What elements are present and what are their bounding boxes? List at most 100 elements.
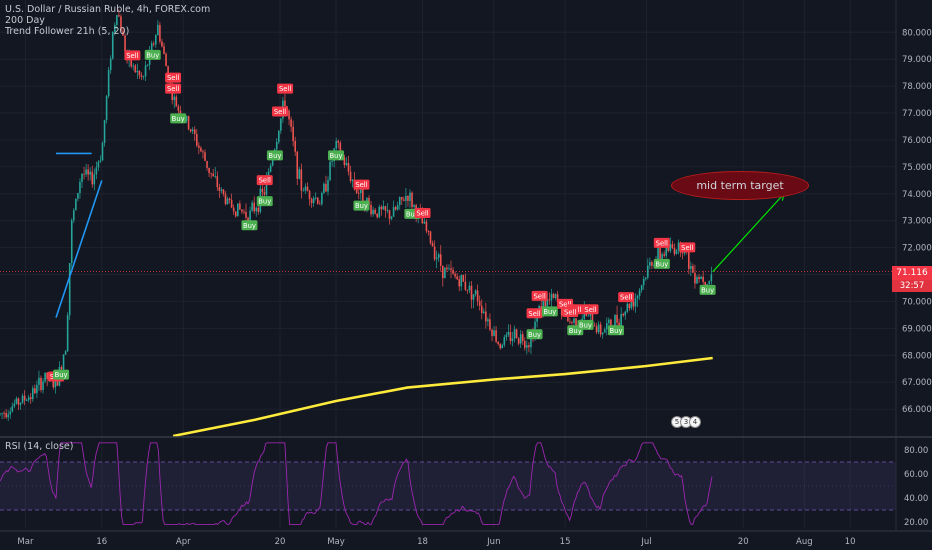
bar-countdown: 32:57 [892, 280, 932, 292]
candle-body [448, 268, 450, 270]
candle-body [505, 334, 508, 338]
candle-body [603, 329, 606, 333]
sell-signal: Sell [679, 242, 696, 253]
candle-body [210, 172, 212, 174]
candle-body [237, 203, 239, 217]
signal-box [414, 208, 431, 219]
candle-body [528, 345, 530, 348]
candle-body [302, 190, 305, 192]
x-tick-label: May [327, 537, 345, 547]
candle-body [384, 206, 387, 211]
rsi-path [0, 442, 713, 525]
candle-body [425, 221, 428, 232]
candle-body [614, 314, 616, 326]
candle-body [620, 314, 622, 328]
y-tick-label: 72.000 [902, 244, 932, 254]
candle-body [698, 276, 700, 280]
signal-label: Sell [559, 300, 571, 308]
candle-body [321, 193, 323, 205]
last-price-tag: 71.116 [892, 266, 932, 280]
candle-body [446, 267, 448, 270]
candle-body [261, 188, 264, 193]
candle-body [595, 326, 598, 333]
candle-body [25, 400, 28, 402]
candle-body [511, 338, 514, 341]
candle-body [138, 70, 141, 76]
candle-body [390, 216, 393, 219]
signal-box [653, 237, 670, 248]
buy-signal: Buy [241, 220, 258, 231]
candle-body [269, 165, 272, 172]
candle-body [556, 294, 559, 303]
signal-label: Sell [167, 85, 179, 93]
y-tick-label: 74.000 [902, 190, 932, 200]
event-badge[interactable]: 4 [689, 416, 701, 428]
candle-body [66, 315, 69, 352]
event-badges[interactable]: 5 3 4 [671, 416, 701, 428]
sell-signal: Sell [272, 106, 288, 117]
candle-body [89, 171, 91, 175]
candle-body [232, 207, 235, 212]
candle-body [597, 324, 600, 333]
candle-body [450, 268, 452, 270]
y-tick-label: 75.000 [902, 163, 932, 173]
signal-label: Sell [620, 294, 632, 302]
candle-body [64, 351, 67, 355]
candle-body [275, 141, 278, 150]
candle-body [599, 324, 602, 335]
candle-body [649, 262, 651, 266]
candle-body [124, 35, 126, 52]
candle-body [306, 186, 309, 191]
candle-body [708, 280, 711, 285]
signal-box [608, 325, 624, 336]
signal-label: Buy [146, 51, 159, 59]
buy-signal: Buy [53, 369, 70, 380]
candle-body [99, 160, 102, 162]
signal-label: Sell [533, 292, 545, 300]
candle-body [499, 343, 501, 349]
signal-box [53, 369, 70, 380]
candle-body [329, 161, 331, 181]
candle-body [319, 203, 321, 205]
candle-body [413, 205, 415, 208]
signal-label: Buy [569, 327, 582, 335]
candle-body [521, 334, 524, 342]
signal-label: Buy [172, 115, 185, 123]
sell-signal: Sell [618, 292, 635, 303]
candle-body [380, 206, 383, 210]
candle-body [87, 169, 89, 175]
ma-200-day-line [172, 356, 713, 438]
y-tick-label: 66.000 [902, 405, 932, 415]
candle-body [216, 176, 219, 188]
mid-term-target-annotation[interactable]: mid term target [671, 171, 809, 200]
x-tick-label: Aug [796, 537, 813, 547]
candle-body [11, 406, 14, 412]
candle-body [81, 173, 83, 182]
signal-box [144, 49, 161, 60]
candle-body [433, 246, 436, 260]
signal-label: Sell [416, 210, 428, 218]
buy-signal: Buy [256, 196, 273, 207]
candle-body [439, 254, 442, 266]
candle-body [476, 290, 479, 302]
candle-body [19, 402, 22, 405]
candle-body [608, 319, 610, 324]
candle-body [226, 198, 229, 205]
candle-body [681, 252, 684, 254]
x-tick-label: Apr [176, 537, 191, 547]
buy-signal: Buy [353, 200, 370, 211]
chart-grid [0, 0, 896, 528]
candle-body [403, 199, 405, 201]
candle-body [444, 267, 446, 279]
signal-box [618, 292, 635, 303]
candle-body [21, 395, 24, 403]
candle-body [214, 176, 217, 177]
signals-layer: Sell Buy Sell Buy Sell Sell Buy Buy Buy Sell Sell S… [48, 49, 716, 382]
candle-body [474, 290, 477, 295]
candle-body [581, 318, 583, 321]
candle-body [177, 106, 180, 111]
candle-body [394, 207, 397, 210]
candles-layer [0, 9, 713, 422]
signal-label: Buy [55, 371, 68, 379]
